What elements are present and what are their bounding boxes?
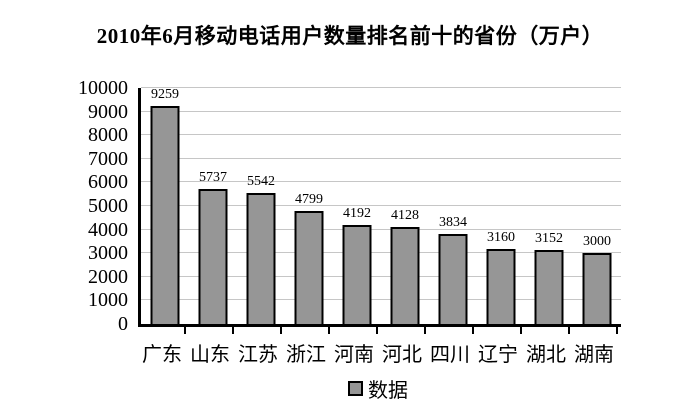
bar-江苏 bbox=[246, 193, 276, 324]
x-axis-tick bbox=[472, 327, 474, 334]
bar-广东 bbox=[150, 105, 180, 324]
gridline bbox=[141, 228, 621, 230]
y-axis-tick-label: 7000 bbox=[88, 147, 128, 170]
bar-value-label: 4192 bbox=[343, 206, 371, 222]
x-axis-tick bbox=[616, 327, 618, 334]
y-axis-tick-label: 0 bbox=[118, 313, 128, 335]
legend-label: 数据 bbox=[368, 380, 408, 402]
x-axis-label-湖北: 湖北 bbox=[526, 344, 566, 366]
y-axis-tick-label: 9000 bbox=[88, 100, 128, 123]
x-axis-tick bbox=[376, 327, 378, 334]
x-axis-tick bbox=[520, 327, 522, 334]
x-axis-ticks bbox=[138, 327, 618, 334]
bar-value-label: 3834 bbox=[439, 214, 467, 230]
gridline bbox=[141, 87, 621, 88]
y-axis-tick-label: 8000 bbox=[88, 124, 128, 147]
bar-value-label: 3000 bbox=[583, 234, 611, 250]
y-axis-tick-label: 1000 bbox=[88, 289, 128, 312]
bar-value-label: 5542 bbox=[247, 174, 275, 190]
bar-slot-山东: 5737 bbox=[189, 88, 237, 324]
y-axis-tick-label: 10000 bbox=[78, 77, 128, 99]
y-axis-tick-label: 2000 bbox=[88, 265, 128, 288]
y-axis-tick-label: 5000 bbox=[88, 195, 128, 217]
bar-四川 bbox=[438, 233, 468, 324]
legend-marker-icon bbox=[348, 381, 363, 396]
bar-河北 bbox=[390, 226, 420, 324]
x-axis-label-广东: 广东 bbox=[142, 344, 182, 366]
bar-value-label: 3160 bbox=[487, 230, 515, 246]
gridline bbox=[141, 252, 621, 254]
y-axis-tick-label: 4000 bbox=[88, 218, 128, 241]
x-axis-label-浙江: 浙江 bbox=[286, 344, 326, 366]
x-axis-label-四川: 四川 bbox=[430, 344, 470, 366]
bar-slot-浙江: 4799 bbox=[285, 88, 333, 324]
x-axis-label-江苏: 江苏 bbox=[238, 344, 278, 366]
bar-slot-江苏: 5542 bbox=[237, 88, 285, 324]
y-axis: 0 1000 2000 3000 4000 5000 6000 7000 8000 9000 100… bbox=[0, 77, 128, 335]
bar-slot-河南: 4192 bbox=[333, 88, 381, 324]
bar-value-label: 3152 bbox=[535, 230, 563, 246]
x-axis: 广东 山东 江苏 浙江 河南 河北 四川 辽宁 湖北 湖南 bbox=[138, 338, 618, 367]
x-axis-tick bbox=[184, 327, 186, 334]
bar-湖北 bbox=[534, 249, 564, 324]
plot-area: 9259 5737 5542 4799 4192 4128 3834 3160 3152 3000 bbox=[138, 86, 621, 327]
bar-slot-湖南: 3000 bbox=[573, 88, 621, 324]
y-axis-tick-label: 6000 bbox=[88, 171, 128, 194]
bar-slot-河北: 4128 bbox=[381, 88, 429, 324]
bar-slot-辽宁: 3160 bbox=[477, 88, 525, 324]
gridline bbox=[141, 181, 621, 183]
gridline bbox=[141, 205, 621, 206]
bar-浙江 bbox=[294, 210, 324, 324]
x-axis-label-河北: 河北 bbox=[382, 344, 422, 366]
bar-value-label: 5737 bbox=[199, 169, 227, 185]
bar-slot-四川: 3834 bbox=[429, 88, 477, 324]
bar-value-label: 4128 bbox=[391, 207, 419, 223]
x-axis-label-湖南: 湖南 bbox=[574, 344, 614, 366]
bar-山东 bbox=[198, 188, 228, 324]
bar-value-label: 9259 bbox=[151, 86, 179, 102]
x-axis-label-河南: 河南 bbox=[334, 344, 374, 366]
x-axis-tick bbox=[280, 327, 282, 334]
gridline bbox=[141, 134, 621, 136]
x-axis-label-山东: 山东 bbox=[190, 344, 230, 366]
chart-title: 2010年6月移动电话用户数量排名前十的省份（万户） bbox=[96, 24, 604, 48]
bar-value-label: 4799 bbox=[295, 191, 323, 207]
bar-湖南 bbox=[582, 253, 612, 324]
bar-辽宁 bbox=[486, 249, 516, 324]
gridline bbox=[141, 299, 621, 301]
x-axis-tick bbox=[232, 327, 234, 334]
bar-slot-湖北: 3152 bbox=[525, 88, 573, 324]
x-axis-tick bbox=[328, 327, 330, 334]
y-axis-tick-label: 3000 bbox=[88, 242, 128, 265]
bar-河南 bbox=[342, 225, 372, 324]
legend: 数据 bbox=[138, 374, 618, 403]
x-axis-tick bbox=[424, 327, 426, 334]
bar-slot-广东: 9259 bbox=[141, 86, 189, 324]
gridline bbox=[141, 275, 621, 277]
gridline bbox=[141, 157, 621, 159]
gridline bbox=[141, 110, 621, 112]
x-axis-tick bbox=[568, 327, 570, 334]
x-axis-label-辽宁: 辽宁 bbox=[478, 344, 518, 366]
bar-series: 9259 5737 5542 4799 4192 4128 3834 3160 3152 3000 bbox=[141, 86, 621, 324]
